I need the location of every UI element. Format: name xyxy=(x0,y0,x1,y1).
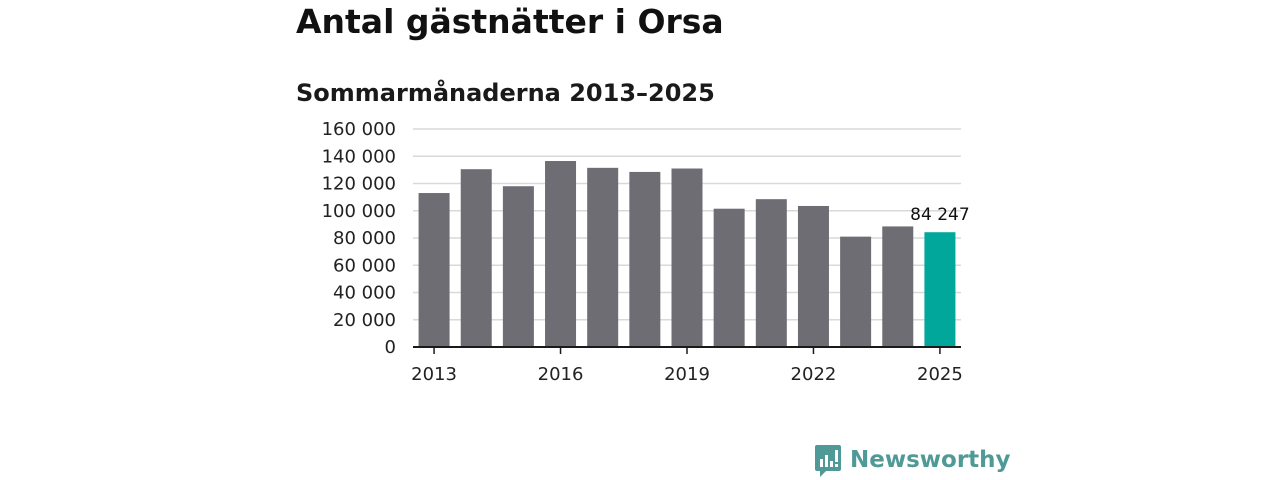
bars xyxy=(418,161,956,347)
x-tick-label: 2022 xyxy=(791,364,837,385)
newsworthy-logo-icon xyxy=(815,445,841,477)
x-tick-label: 2013 xyxy=(411,364,457,385)
y-tick-label: 80 000 xyxy=(333,228,396,249)
brand-logo: Newsworthy xyxy=(814,444,1011,480)
y-tick-label: 100 000 xyxy=(322,201,396,222)
brand-name: Newsworthy xyxy=(850,447,1011,473)
y-tick-label: 160 000 xyxy=(322,119,396,140)
bar-2022 xyxy=(797,205,829,347)
x-tick-label: 2025 xyxy=(917,364,963,385)
bar-chart: 0 20 000 40 000 60 000 80 000 100 000 120 000 1… xyxy=(322,119,970,385)
bar-2024 xyxy=(882,226,914,347)
bar-2013 xyxy=(418,193,450,347)
y-axis-tick-labels: 0 20 000 40 000 60 000 80 000 100 000 120 000 1… xyxy=(322,119,396,358)
data-label: 84 247 xyxy=(910,205,969,225)
y-tick-label: 140 000 xyxy=(322,146,396,167)
data-labels: 84 247 xyxy=(910,205,969,225)
y-tick-label: 20 000 xyxy=(333,310,396,331)
bar-2025 xyxy=(924,232,956,347)
bar-2015 xyxy=(502,186,534,347)
bar-2014 xyxy=(460,169,492,347)
bar-2019 xyxy=(671,168,703,347)
bar-2021 xyxy=(755,199,787,347)
chart-title: Antal gästnätter i Orsa xyxy=(296,2,724,41)
bar-2017 xyxy=(587,167,619,347)
y-tick-label: 120 000 xyxy=(322,174,396,195)
bar-2016 xyxy=(545,161,577,347)
y-tick-label: 0 xyxy=(385,337,396,358)
y-tick-label: 60 000 xyxy=(333,255,396,276)
bar-2018 xyxy=(629,171,661,347)
y-tick-label: 40 000 xyxy=(333,283,396,304)
x-tick-label: 2019 xyxy=(664,364,710,385)
x-axis-ticks: 2013 2016 2019 2022 2025 xyxy=(411,347,963,385)
bar-2023 xyxy=(840,236,872,347)
x-tick-label: 2016 xyxy=(538,364,584,385)
chart-subtitle: Sommarmånaderna 2013–2025 xyxy=(296,79,715,107)
bar-2020 xyxy=(713,208,745,347)
